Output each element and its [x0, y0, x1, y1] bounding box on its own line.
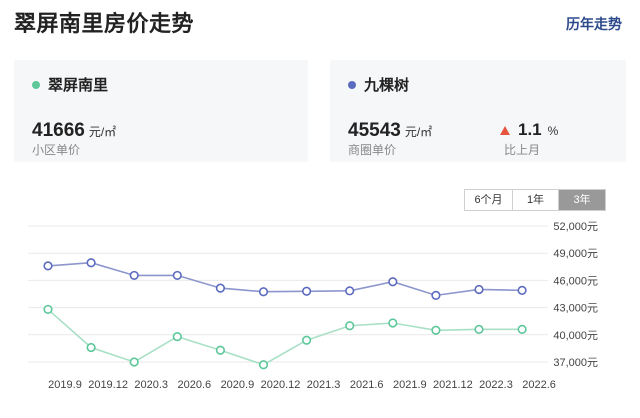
page-title: 翠屏南里房价走势: [14, 11, 195, 36]
district-price-value: 45543: [348, 120, 401, 141]
community-name: 翠屏南里: [48, 77, 109, 94]
month-change-row: 1.1 %: [500, 120, 558, 140]
series-line: [47, 308, 523, 366]
data-point: [129, 270, 139, 281]
series-line: [47, 261, 523, 297]
y-tick-label: 46,000元: [553, 275, 598, 287]
x-tick-label: 2021.3: [307, 379, 341, 391]
time-range-selector: 6个月 1年 3年: [464, 189, 606, 211]
data-point: [302, 335, 312, 345]
data-point: [215, 345, 225, 355]
data-point: [86, 342, 96, 353]
data-point: [43, 261, 53, 271]
data-point: [431, 290, 441, 300]
range-tab-1-year[interactable]: 1年: [513, 190, 559, 210]
district-legend-dot: [348, 80, 356, 89]
data-point: [474, 284, 484, 295]
x-tick-label: 2020.3: [134, 379, 168, 391]
data-point: [302, 286, 312, 296]
data-point: [172, 270, 182, 281]
data-point: [474, 324, 484, 334]
community-price-card: 翠屏南里 41666 元/㎡ 小区单价: [14, 60, 308, 162]
x-tick-label: 2021.9: [393, 379, 427, 391]
x-tick-label: 2020.12: [261, 379, 301, 391]
range-tab-3-years[interactable]: 3年: [559, 190, 605, 210]
card-header: 翠屏南里: [32, 74, 108, 95]
y-tick-label: 40,000元: [553, 330, 598, 342]
data-point: [43, 304, 53, 315]
community-legend-dot: [32, 80, 40, 89]
month-change-description: 比上月: [504, 143, 541, 157]
data-point: [129, 357, 139, 367]
x-tick-label: 2020.6: [177, 379, 211, 391]
data-point: [215, 283, 225, 293]
month-change-value: 1.1: [518, 120, 542, 139]
community-price-value: 41666: [32, 120, 85, 141]
data-point: [345, 286, 355, 296]
price-description: 小区单价: [32, 143, 81, 157]
y-tick-label: 43,000元: [553, 303, 598, 315]
card-header: 九棵树: [348, 74, 409, 95]
data-point: [388, 318, 398, 328]
price-row: 45543 元/㎡: [348, 120, 432, 142]
month-change-unit: %: [547, 124, 559, 138]
data-point: [517, 324, 527, 334]
y-tick-label: 37,000元: [553, 357, 598, 369]
x-tick-label: 2019.12: [88, 379, 128, 391]
up-triangle-icon: [500, 125, 510, 135]
x-tick-label: 2019.9: [48, 379, 82, 391]
district-name: 九棵树: [364, 77, 410, 94]
data-point: [388, 277, 398, 287]
x-tick-label: 2020.9: [221, 379, 255, 391]
price-unit: 元/㎡: [404, 125, 433, 139]
range-tab-6-months[interactable]: 6个月: [465, 190, 513, 210]
price-description: 商圈单价: [348, 143, 397, 157]
price-row: 41666 元/㎡: [32, 120, 116, 142]
price-unit: 元/㎡: [88, 125, 117, 139]
data-point: [258, 360, 269, 370]
x-tick-label: 2021.12: [433, 379, 473, 391]
district-price-card: 九棵树 45543 元/㎡ 商圈单价 1.1 % 比上月: [330, 60, 626, 162]
x-tick-label: 2021.6: [350, 379, 384, 391]
data-point: [258, 287, 269, 297]
y-tick-label: 52,000元: [553, 221, 598, 233]
x-tick-label: 2022.6: [522, 379, 556, 391]
y-tick-label: 49,000元: [553, 248, 598, 260]
history-trend-link[interactable]: 历年走势: [566, 16, 622, 32]
data-point: [517, 285, 527, 295]
data-point: [172, 332, 182, 342]
data-point: [86, 258, 96, 268]
data-point: [431, 325, 441, 335]
x-tick-label: 2022.3: [479, 379, 513, 391]
data-point: [345, 321, 355, 331]
